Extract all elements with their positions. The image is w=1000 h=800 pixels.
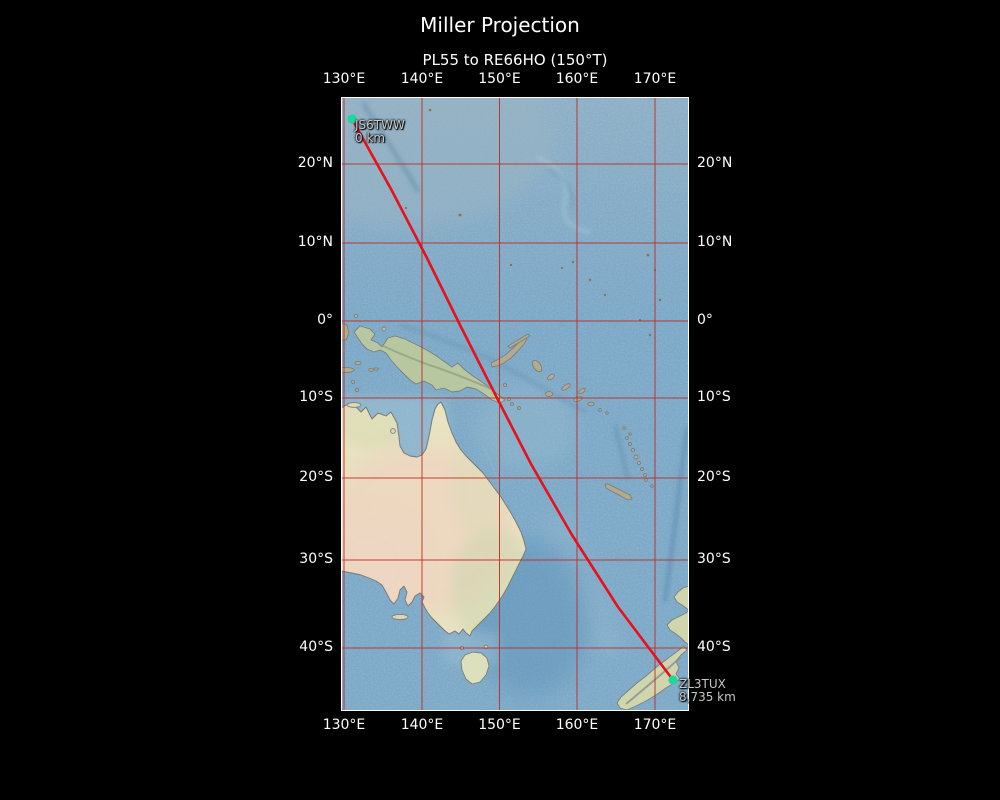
lon-tick-label-bottom: 160°E: [555, 717, 599, 733]
map-border: [341, 97, 689, 711]
lon-tick-label-top: 130°E: [322, 71, 366, 87]
indonesia-islands: [341, 322, 379, 392]
tasmania: [459, 644, 490, 685]
lat-tick-label-right: 40°S: [697, 639, 731, 655]
route-line: [350, 117, 675, 682]
lat-tick-label-left: 40°S: [299, 639, 333, 655]
vanuatu-newcaledonia: [604, 426, 654, 501]
lon-tick-label-top: 150°E: [478, 71, 521, 87]
lat-tick-label-right: 10°N: [697, 234, 733, 250]
lon-tick-label-bottom: 150°E: [478, 717, 521, 733]
lat-tick-label-right: 20°S: [697, 469, 731, 485]
small-islands: [404, 108, 662, 337]
lat-tick-label-left: 0°: [317, 312, 333, 328]
lat-tick-label-right: 0°: [697, 312, 713, 328]
lon-tick-label-top: 160°E: [555, 71, 599, 87]
start-marker-label: JS6TWW 0 km: [355, 119, 405, 145]
map-subtitle: PL55 to RE66HO (150°T): [422, 51, 608, 69]
lon-tick-label-top: 140°E: [400, 71, 444, 87]
start-marker: [347, 114, 357, 124]
lat-tick-label-left: 30°S: [299, 551, 333, 567]
end-marker: [668, 675, 678, 685]
lat-tick-label-right: 30°S: [697, 551, 731, 567]
end-distance: 8,735 km: [679, 690, 736, 704]
end-marker-label: ZL3TUX 8,735 km: [679, 678, 736, 704]
lon-tick-label-top: 170°E: [633, 71, 677, 87]
lon-tick-label-bottom: 170°E: [633, 717, 677, 733]
lat-tick-label-left: 10°N: [297, 234, 333, 250]
lat-tick-label-left: 10°S: [299, 389, 333, 405]
map-canvas: [341, 97, 689, 711]
lat-tick-label-left: 20°S: [299, 469, 333, 485]
end-callsign: ZL3TUX: [679, 677, 726, 691]
map-title: Miller Projection: [420, 13, 580, 37]
lat-tick-label-left: 20°N: [297, 155, 333, 171]
lat-tick-label-right: 10°S: [697, 389, 731, 405]
lat-tick-label-right: 20°N: [697, 155, 733, 171]
start-callsign: JS6TWW: [355, 118, 405, 132]
lon-tick-label-bottom: 130°E: [322, 717, 366, 733]
start-distance: 0 km: [355, 131, 386, 145]
lon-tick-label-bottom: 140°E: [400, 717, 444, 733]
new-guinea: [353, 313, 506, 404]
